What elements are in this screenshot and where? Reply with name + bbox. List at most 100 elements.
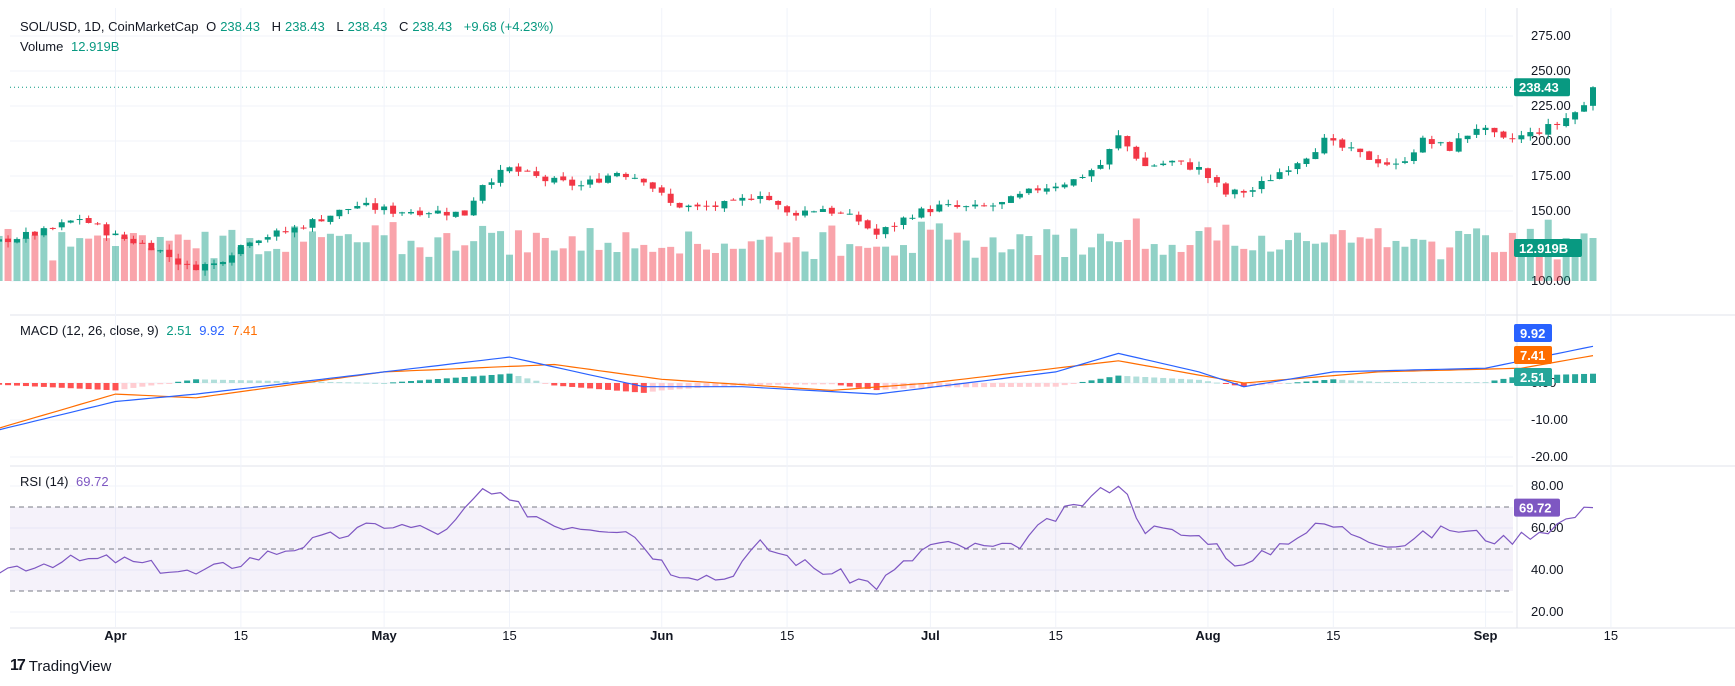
- volume-bar: [1419, 239, 1427, 281]
- volume-bar: [1499, 251, 1507, 281]
- macd-histogram-bar: [578, 383, 585, 388]
- macd-histogram-bar: [1187, 379, 1194, 383]
- volume-bar: [1482, 235, 1490, 281]
- macd-value-badge-text: 9.92: [1520, 326, 1545, 341]
- volume-bar: [210, 258, 218, 281]
- candle-body: [622, 173, 629, 178]
- volume-bar: [1473, 228, 1481, 281]
- macd-histogram-bar: [157, 383, 164, 385]
- volume-bar: [935, 223, 943, 281]
- candle-body: [399, 212, 406, 214]
- volume-bar: [264, 251, 272, 281]
- macd-histogram-bar: [622, 383, 629, 392]
- macd-histogram-bar: [390, 382, 397, 384]
- macd-histogram-bar: [1357, 380, 1364, 383]
- macd-histogram-bar: [327, 381, 334, 383]
- macd-histogram-bar: [1267, 383, 1274, 385]
- volume-bar: [497, 231, 505, 281]
- macd-histogram-bar: [1410, 381, 1417, 383]
- macd-histogram-bar: [184, 380, 191, 383]
- volume-bar: [1159, 254, 1167, 281]
- candle-body: [381, 206, 388, 211]
- macd-histogram-bar: [1401, 381, 1408, 383]
- volume-bar: [1088, 247, 1096, 281]
- volume-bar: [1168, 244, 1176, 281]
- candle-body: [748, 198, 755, 200]
- candle-body: [891, 225, 898, 227]
- macd-histogram-bar: [1321, 380, 1328, 383]
- candle-body: [1079, 176, 1086, 178]
- macd-line: [0, 345, 1594, 431]
- candle-body: [1178, 160, 1185, 162]
- tradingview-logo[interactable]: 17 TradingView: [10, 657, 111, 675]
- volume-bar: [398, 254, 406, 281]
- macd-histogram-bar: [631, 383, 638, 393]
- volume-value: 12.919B: [71, 39, 120, 54]
- macd-histogram-bar: [1437, 382, 1444, 384]
- macd-histogram-bar: [237, 380, 244, 383]
- volume-bar: [13, 238, 21, 281]
- volume-bar: [1249, 250, 1257, 281]
- macd-histogram-bar: [0, 383, 3, 385]
- candle-body: [945, 204, 952, 206]
- macd-histogram-bar: [85, 383, 92, 390]
- candle-body: [443, 211, 450, 216]
- macd-histogram-bar: [1025, 383, 1032, 387]
- volume-bar: [1043, 229, 1051, 281]
- macd-histogram-bar: [533, 380, 540, 383]
- macd-histogram-bar: [1464, 382, 1471, 384]
- candle-body: [990, 205, 997, 207]
- candle-body: [1061, 184, 1068, 188]
- candle-body: [864, 220, 871, 229]
- macd-histogram-bar: [1124, 376, 1131, 383]
- candle-body: [1142, 157, 1149, 167]
- volume-bar: [953, 232, 961, 281]
- candle-body: [300, 227, 307, 229]
- rsi-tick-label: 60.00: [1531, 520, 1564, 535]
- candle-body: [390, 205, 397, 214]
- volume-bar: [120, 236, 128, 281]
- candle-body: [1428, 139, 1435, 145]
- candle-body: [282, 231, 289, 233]
- candle-body: [1151, 165, 1158, 167]
- last-price-label: 238.43: [1519, 80, 1559, 95]
- macd-histogram-bar: [1491, 380, 1498, 383]
- macd-histogram-bar: [1393, 381, 1399, 383]
- candle-body: [273, 230, 280, 237]
- candle-body: [837, 212, 844, 214]
- macd-histogram-bar: [936, 383, 943, 388]
- volume-bar: [425, 256, 433, 281]
- volume-bar: [962, 240, 970, 281]
- candle-body: [211, 263, 217, 266]
- volume-bar: [1025, 236, 1033, 281]
- volume-bar: [541, 237, 549, 281]
- candle-body: [658, 187, 665, 193]
- volume-bar: [1204, 227, 1212, 281]
- candle-body: [184, 263, 191, 265]
- macd-hist-value: 2.51: [166, 323, 192, 338]
- volume-bar: [1213, 240, 1221, 281]
- macd-histogram-bar: [416, 380, 423, 383]
- volume-bar: [765, 236, 773, 281]
- candle-body: [667, 193, 674, 203]
- macd-histogram-bar: [399, 381, 406, 383]
- candle-body: [793, 212, 800, 216]
- macd-histogram-bar: [819, 383, 826, 385]
- macd-histogram-bar: [1500, 378, 1507, 383]
- candle-body: [67, 220, 74, 223]
- candle-body: [1043, 188, 1050, 192]
- x-tick-label: 15: [1604, 628, 1618, 643]
- close-value: 238.43: [412, 19, 453, 34]
- rsi-label: RSI (14): [20, 474, 69, 489]
- candle-body: [918, 208, 925, 218]
- macd-histogram-bar: [219, 379, 226, 383]
- rsi-tick-label: 40.00: [1531, 562, 1564, 577]
- macd-histogram-bar: [497, 374, 504, 383]
- macd-histogram-bar: [1590, 373, 1596, 383]
- macd-histogram-bar: [846, 383, 853, 387]
- volume-bar: [49, 260, 57, 281]
- volume-bar: [1464, 234, 1472, 281]
- volume-bar: [1446, 247, 1454, 281]
- volume-bar: [4, 228, 12, 281]
